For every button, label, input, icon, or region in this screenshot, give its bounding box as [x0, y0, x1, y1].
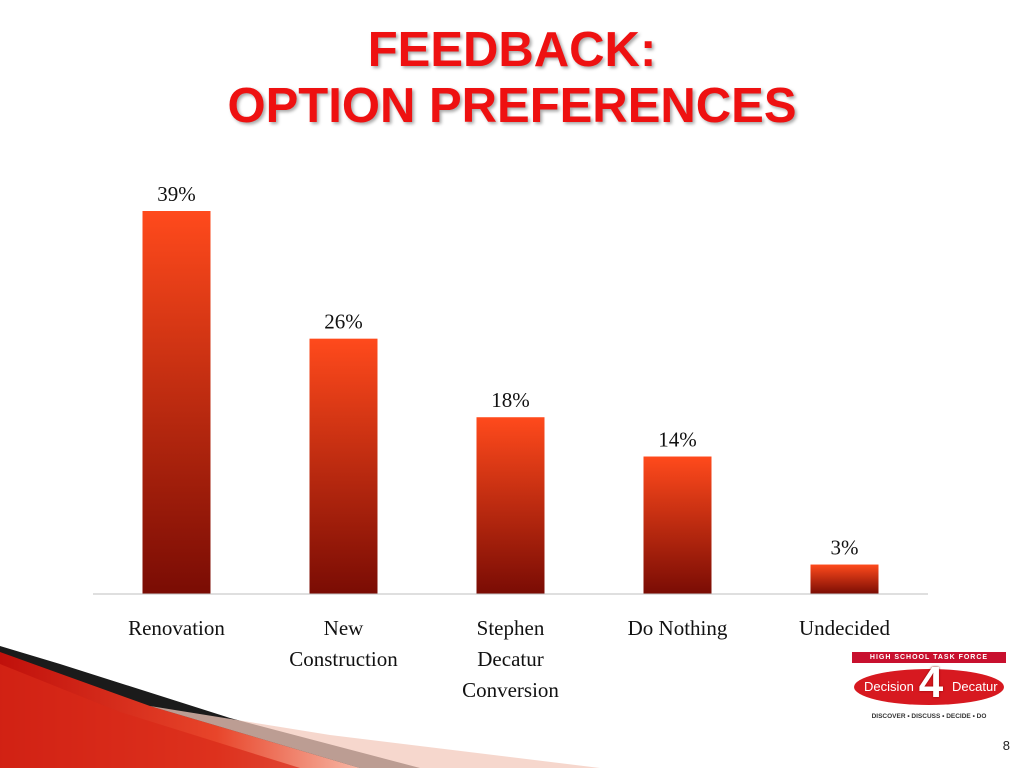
- title-line-2: OPTION PREFERENCES: [227, 79, 797, 133]
- logo-oval: Decision 4 Decatur: [854, 661, 1004, 705]
- bar-2: [476, 417, 545, 594]
- logo-word-right: Decatur: [952, 679, 998, 694]
- data-label-3: 14%: [658, 428, 697, 452]
- data-label-2: 18%: [491, 388, 530, 412]
- category-label-1: New Construction: [289, 616, 398, 671]
- category-label-0: Renovation: [128, 616, 225, 640]
- decision-4-decatur-logo: HIGH SCHOOL TASK FORCE Decision 4 Decatu…: [852, 652, 1006, 724]
- category-label-2: Stephen Decatur Conversion: [462, 616, 559, 702]
- logo-tagline: DISCOVER • DISCUSS • DECIDE • DO: [871, 713, 987, 720]
- logo-word-left: Decision: [864, 679, 914, 694]
- category-label-4: Undecided: [799, 616, 890, 640]
- slide-title: FEEDBACK: OPTION PREFERENCES: [0, 22, 1024, 134]
- category-label-3: Do Nothing: [628, 616, 728, 640]
- title-line-1: FEEDBACK:: [367, 23, 657, 77]
- logo-number: 4: [918, 658, 944, 707]
- bar-1: [309, 338, 378, 594]
- page-number: 8: [1002, 738, 1010, 753]
- bar-0: [142, 211, 211, 594]
- data-label-1: 26%: [324, 310, 363, 334]
- bar-3: [643, 456, 712, 594]
- bar-4: [810, 564, 879, 594]
- data-label-4: 3%: [831, 536, 859, 560]
- logo-top-banner: HIGH SCHOOL TASK FORCE: [852, 652, 1006, 663]
- data-label-0: 39%: [157, 182, 196, 206]
